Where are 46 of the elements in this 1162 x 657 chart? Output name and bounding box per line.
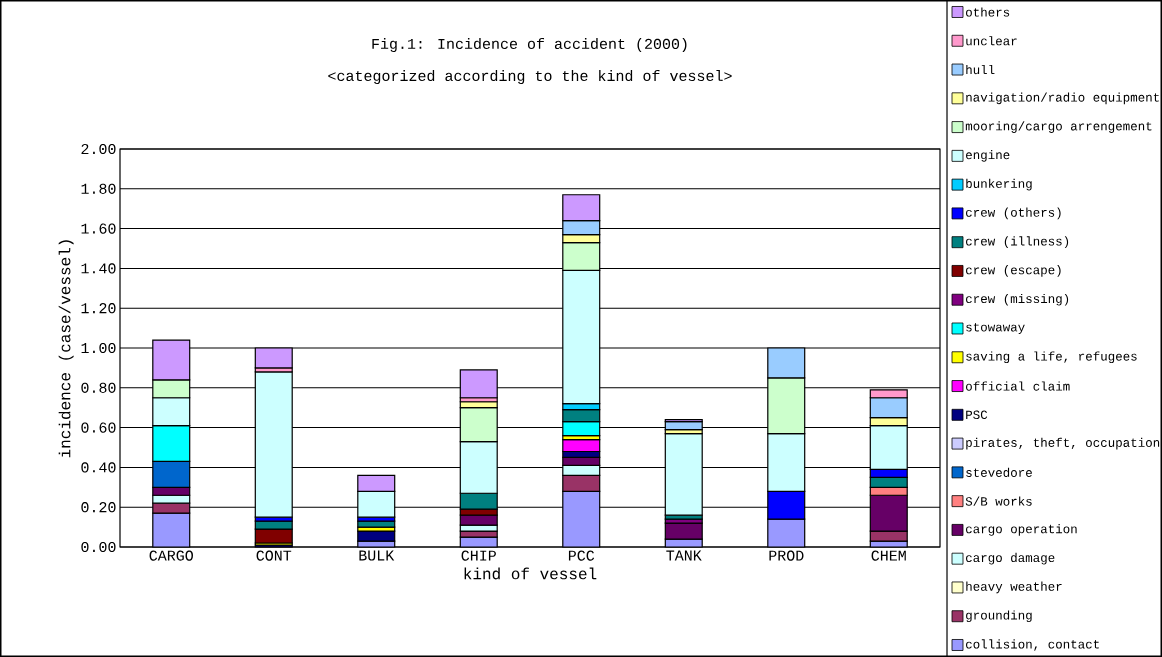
x-tick-label: CARGO: [149, 550, 193, 561]
legend-label: collision, contact: [966, 639, 1099, 651]
x-tick-label: PCC: [568, 550, 595, 561]
legend-label: heavy weather: [966, 581, 1062, 594]
legend-label: PSC: [966, 410, 988, 420]
x-tick-label: CHIP: [461, 550, 496, 561]
legend-label: cargo damage: [966, 552, 1055, 565]
x-tick-label: CHEM: [871, 550, 906, 561]
legend-label: crew (missing): [966, 293, 1069, 306]
y-tick-label: 1.40: [81, 263, 116, 274]
y-tick-label: 0.40: [81, 462, 116, 473]
legend-label: engine: [966, 150, 1010, 162]
legend-label: hull: [966, 64, 995, 75]
chart-subtitle: <categorized according to the kind of vessel>: [328, 70, 732, 84]
x-tick-label: BULK: [359, 550, 395, 561]
legend-label: mooring/cargo arrengement: [965, 121, 1152, 133]
y-tick-label: 1.20: [81, 303, 116, 314]
legend-label: stevedore: [966, 467, 1032, 477]
y-tick-label: 0.20: [81, 502, 116, 513]
y-tick-label: 1.60: [81, 223, 116, 234]
legend-label: grounding: [966, 610, 1032, 623]
legend-label: official claim: [966, 381, 1070, 391]
legend-label: crew (others): [966, 207, 1061, 220]
x-tick-label: CONT: [256, 550, 292, 561]
legend-label: cargo operation: [966, 524, 1077, 536]
legend-label: saving a life, refugees: [966, 351, 1137, 364]
legend-label: crew (escape): [966, 265, 1061, 277]
legend-label: others: [966, 7, 1010, 17]
y-tick-label: 1.00: [81, 342, 116, 354]
y-axis-title: incidence (case/vessel): [58, 240, 74, 458]
legend-label: unclear: [966, 36, 1017, 46]
y-tick-label: 0.00: [81, 541, 116, 553]
y-tick-label: 1.80: [81, 183, 116, 194]
legend-label: S/B works: [965, 496, 1032, 506]
legend-label: navigation/radio equipment: [966, 92, 1159, 105]
x-tick-label: TANK: [666, 550, 702, 561]
chart-title: Fig.1: Incidence of accident (2000): [372, 38, 687, 52]
legend-label: bunkering: [966, 178, 1032, 191]
x-tick-label: PROD: [769, 550, 804, 561]
legend-label: stowaway: [966, 323, 1025, 334]
x-axis-title: kind of vessel: [464, 567, 597, 580]
y-tick-label: 0.80: [81, 382, 116, 393]
y-tick-label: 2.00: [81, 143, 116, 155]
legend-label: pirates, theft, occupation: [966, 437, 1160, 450]
y-tick-label: 0.60: [81, 422, 116, 433]
legend-label: crew (illness): [966, 236, 1069, 248]
